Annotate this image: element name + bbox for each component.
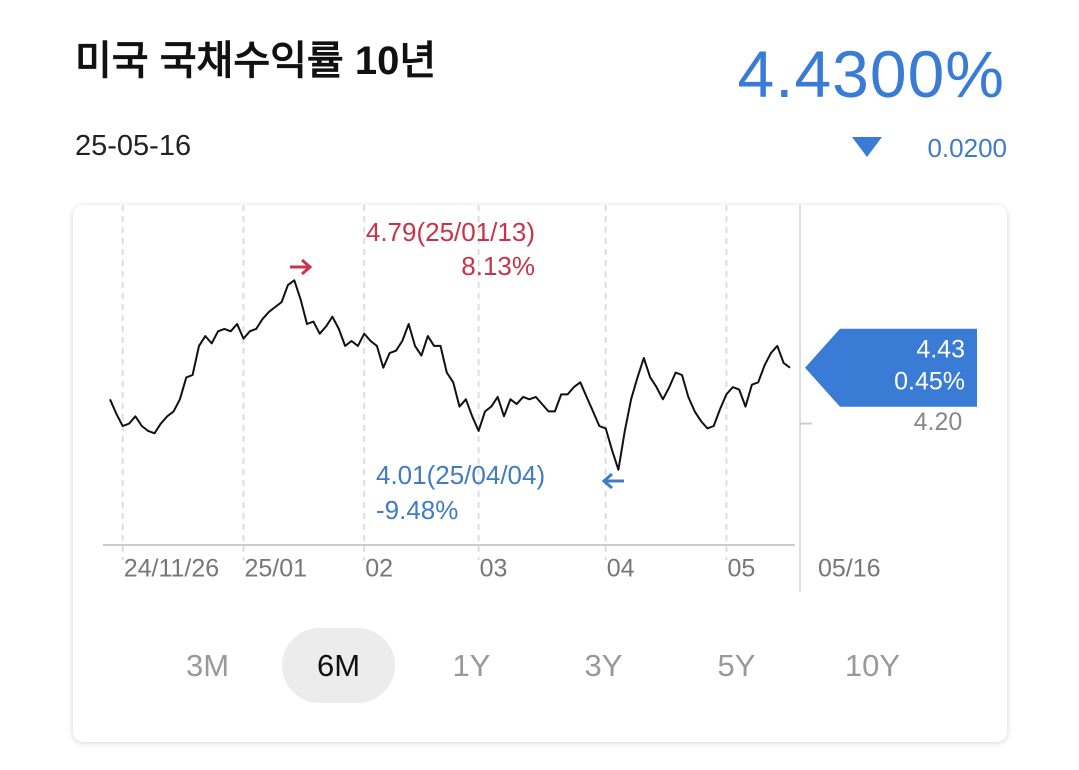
x-tick-label: 24/11/26 [124, 555, 219, 583]
current-change: 0.45% [894, 367, 965, 395]
max-label: 4.79(25/01/13) [366, 217, 535, 247]
min-change: -9.48% [376, 495, 458, 525]
max-change: 8.13% [461, 251, 535, 281]
chart-card [73, 205, 1007, 742]
x-tick-label: 05/16 [818, 555, 881, 583]
page-title: 미국 국채수익률 10년 [75, 39, 437, 83]
period-tab[interactable]: 6M [282, 628, 395, 703]
current-value: 4.43 [916, 335, 965, 363]
price: 4.4300% [737, 37, 1005, 111]
period-tab[interactable]: 5Y [717, 648, 756, 683]
min-arrow [601, 472, 624, 490]
period-tab[interactable]: 3M [185, 648, 230, 683]
x-tick-label: 25/01 [244, 555, 307, 583]
price-change: 0.0200 [927, 133, 1007, 163]
y-tick-label: 4.20 [914, 408, 963, 436]
x-tick-label: 03 [480, 555, 508, 583]
price-line [109, 279, 791, 471]
min-label: 4.01(25/04/04) [376, 460, 545, 490]
x-tick-label: 04 [607, 555, 635, 583]
current-tag [805, 328, 977, 407]
period-tab[interactable]: 10Y [844, 648, 901, 683]
x-tick-label: 05 [727, 555, 755, 583]
period-tab[interactable]: 3Y [584, 648, 623, 683]
period-tab[interactable]: 1Y [452, 648, 491, 683]
down-arrow-icon [852, 137, 882, 157]
x-tick-label: 02 [365, 555, 393, 583]
max-arrow [290, 258, 313, 276]
date: 25-05-16 [75, 130, 192, 162]
